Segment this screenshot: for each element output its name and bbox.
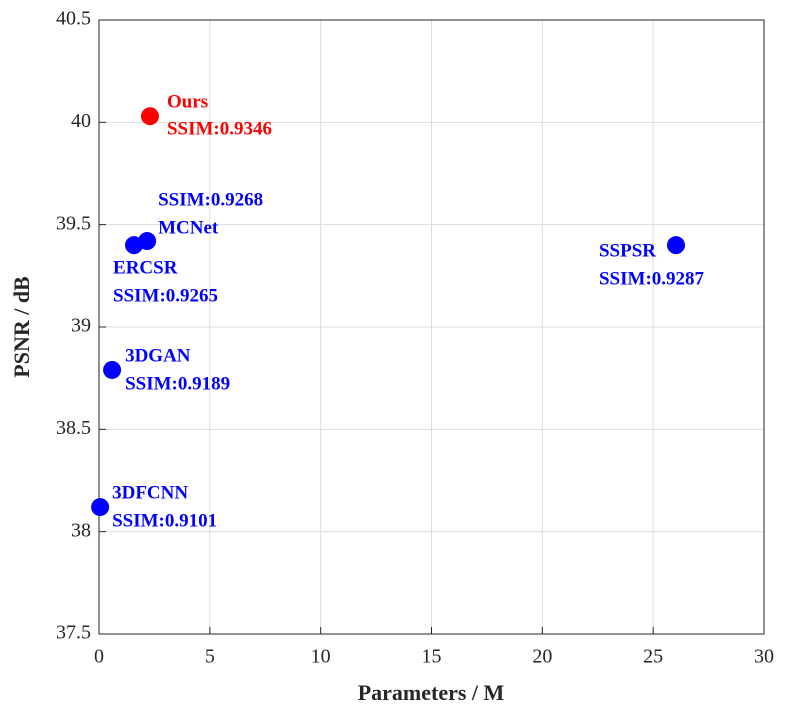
y-tick-label: 39 xyxy=(71,315,91,337)
point-name: Ours xyxy=(167,92,208,113)
point-name: MCNet xyxy=(158,217,219,238)
y-tick-label: 40 xyxy=(71,110,91,132)
y-tick-label: 37.5 xyxy=(56,622,91,644)
x-tick-label: 20 xyxy=(532,646,552,668)
point-ssim: SSIM:0.9346 xyxy=(167,119,272,140)
x-tick-label: 15 xyxy=(422,646,442,668)
y-tick-label: 38.5 xyxy=(56,417,91,439)
point-name: 3DGAN xyxy=(125,345,191,366)
y-tick-label: 40.5 xyxy=(56,8,91,30)
point-ssim: SSIM:0.9101 xyxy=(112,510,217,531)
data-point xyxy=(125,236,144,255)
y-axis-title: PSNR / dB xyxy=(9,276,34,378)
y-tick-label: 38 xyxy=(71,519,91,541)
point-ssim: SSIM:0.9268 xyxy=(158,189,263,210)
data-point xyxy=(666,236,685,255)
x-tick-label: 5 xyxy=(205,646,215,668)
data-point xyxy=(103,360,122,379)
point-ssim: SSIM:0.9189 xyxy=(125,373,230,394)
x-tick-label: 25 xyxy=(643,646,663,668)
point-name: SSPSR xyxy=(599,240,656,261)
data-point xyxy=(91,498,110,517)
point-name: ERCSR xyxy=(113,257,178,278)
y-tick-label: 39.5 xyxy=(56,212,91,234)
point-name: 3DFCNN xyxy=(112,482,188,503)
x-tick-label: 30 xyxy=(754,646,774,668)
plot-frame xyxy=(98,19,765,635)
data-point xyxy=(140,107,159,126)
x-tick-label: 0 xyxy=(94,646,104,668)
x-tick-label: 10 xyxy=(311,646,331,668)
x-axis-title: Parameters / M xyxy=(358,680,505,705)
point-ssim: SSIM:0.9265 xyxy=(113,285,218,306)
point-ssim: SSIM:0.9287 xyxy=(599,268,705,289)
